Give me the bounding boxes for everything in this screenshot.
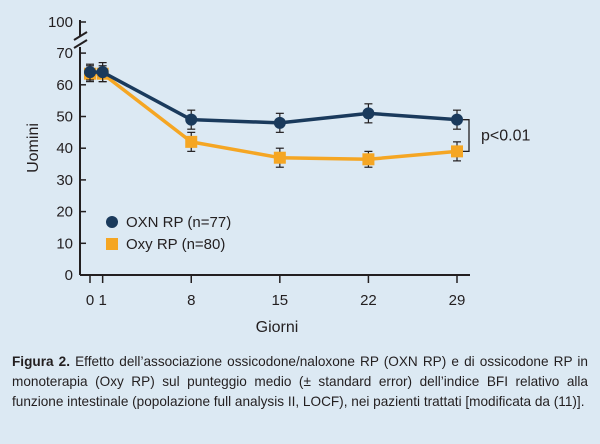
data-point-circle bbox=[84, 66, 96, 79]
data-point-circle bbox=[451, 113, 463, 126]
bracket-line bbox=[463, 119, 470, 153]
legend-label: Oxy RP (n=80) bbox=[126, 236, 225, 253]
p-value-bracket: p<0.01 bbox=[463, 119, 530, 153]
data-point-circle bbox=[273, 116, 286, 129]
x-axis-title: Giorni bbox=[256, 319, 299, 336]
y-tick-label: 20 bbox=[56, 204, 73, 221]
axis-break-mark bbox=[73, 39, 88, 49]
data-point-square bbox=[362, 153, 375, 166]
series-line bbox=[90, 70, 458, 125]
legend-marker-square bbox=[106, 238, 118, 250]
data-point-square bbox=[273, 151, 286, 164]
y-tick-label: 60 bbox=[56, 77, 73, 94]
y-tick-label: 50 bbox=[56, 109, 73, 126]
chart-legend: OXN RP (n=77) Oxy RP (n=80) bbox=[106, 214, 231, 253]
y-tick-label: 70 bbox=[56, 45, 73, 62]
x-tick-label: 1 bbox=[98, 292, 106, 309]
legend-marker-circle bbox=[106, 216, 118, 228]
y-axis-title: Uomini bbox=[25, 123, 42, 173]
y-tick-label: 10 bbox=[56, 235, 73, 252]
p-value-label: p<0.01 bbox=[481, 128, 530, 145]
legend-label: OXN RP (n=77) bbox=[126, 214, 231, 231]
data-point-circle bbox=[185, 113, 198, 126]
y-tick-label: 100 bbox=[48, 14, 73, 31]
x-tick-label: 29 bbox=[449, 292, 466, 309]
axis-break-mark bbox=[73, 31, 88, 41]
x-tick-label: 0 bbox=[86, 292, 94, 309]
y-tick-label: 0 bbox=[65, 267, 73, 284]
y-tick-label: 40 bbox=[56, 140, 73, 157]
caption-text: Effetto dell’associazione ossicodone/nal… bbox=[12, 354, 588, 409]
x-tick-label: 15 bbox=[271, 292, 288, 309]
x-tick-label: 8 bbox=[187, 292, 195, 309]
figure-caption: Figura 2. Effetto dell’associazione ossi… bbox=[12, 352, 588, 412]
x-tick-label: 22 bbox=[360, 292, 377, 309]
data-point-circle bbox=[96, 66, 109, 79]
y-tick-label: 30 bbox=[56, 172, 73, 189]
data-point-circle bbox=[362, 107, 375, 120]
data-point-square bbox=[451, 145, 463, 158]
caption-label: Figura 2. bbox=[12, 354, 70, 369]
chart-series bbox=[84, 62, 463, 168]
data-point-square bbox=[185, 135, 198, 148]
